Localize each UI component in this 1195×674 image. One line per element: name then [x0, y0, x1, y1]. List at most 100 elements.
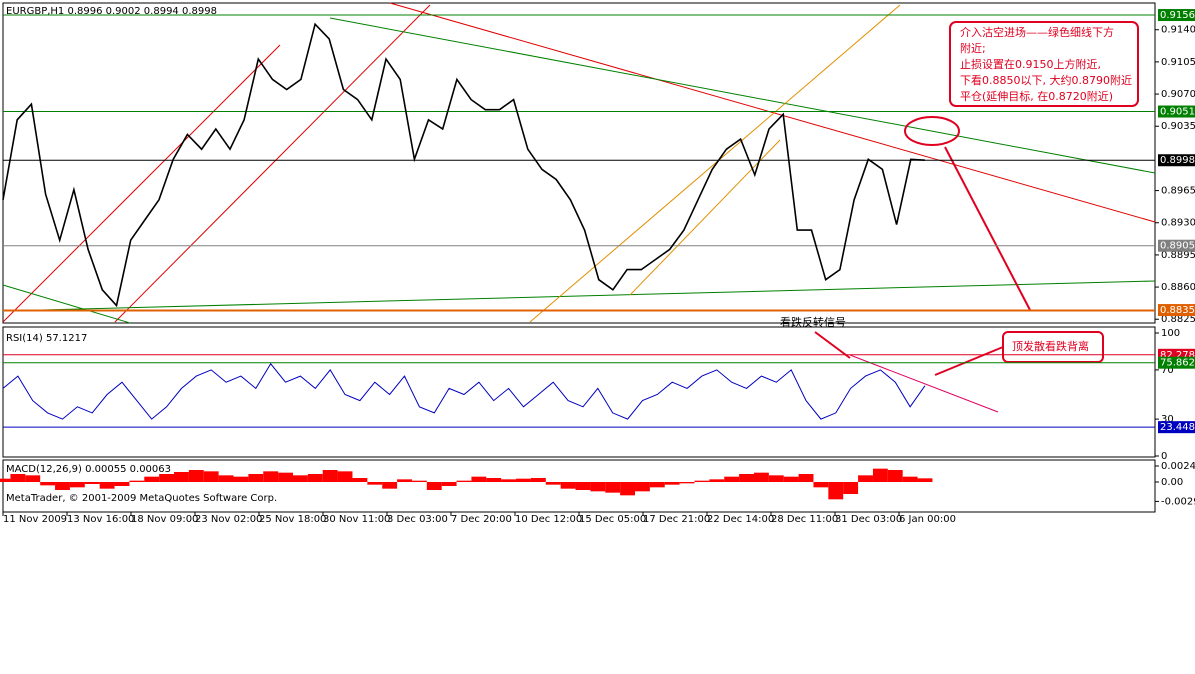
y-tick-label: 0.8930 [1161, 218, 1195, 229]
arrow [944, 146, 1031, 311]
x-tick-label: 23 Nov 02:00 [195, 514, 262, 525]
bar [397, 479, 412, 482]
bar [872, 468, 888, 482]
level-label: 82.2785 [1160, 350, 1195, 361]
bar [367, 482, 383, 485]
bar [724, 476, 740, 482]
arrow [814, 331, 851, 359]
y-tick-label: 0.8965 [1161, 186, 1195, 197]
symbol-header: EURGBP,H1 0.8996 0.9002 0.8994 0.8998 [6, 6, 217, 17]
bar [694, 480, 710, 482]
bar [664, 482, 680, 485]
bar [813, 482, 829, 488]
level-label: 0.8905 [1160, 241, 1195, 252]
bar [263, 471, 279, 482]
bar [858, 475, 873, 482]
bar [382, 482, 398, 489]
x-tick-label: 11 Nov 2009 [3, 514, 67, 525]
y-tick-label: 30 [1161, 414, 1174, 425]
bar [55, 482, 70, 490]
bar [441, 482, 457, 486]
bar [40, 482, 56, 486]
bar [84, 482, 100, 484]
divergence-note: 顶发散看跌背离 [1012, 339, 1089, 353]
bar [471, 476, 487, 482]
bar [575, 482, 591, 490]
level-label: 0.9051 [1160, 107, 1195, 118]
x-tick-label: 3 Dec 03:00 [387, 514, 448, 525]
level-badge [1158, 356, 1195, 369]
y-tick-label: 0.9140 [1161, 25, 1195, 36]
bar [0, 478, 11, 482]
bar [545, 482, 561, 485]
level-badge [1158, 239, 1195, 252]
level-label: 75.8621 [1160, 358, 1195, 369]
highlight-ellipse [904, 116, 960, 146]
x-tick-label: 13 Nov 16:00 [67, 514, 134, 525]
bar [292, 475, 308, 482]
note-line: 下看0.8850以下, 大约0.8790附近 [960, 73, 1132, 87]
bar [352, 478, 368, 482]
bar [560, 482, 576, 489]
x-tick-label: 30 Nov 11:00 [323, 514, 390, 525]
bar [843, 482, 859, 494]
bar [798, 474, 814, 482]
series-line [2, 362, 926, 420]
y-tick-label: 100 [1161, 328, 1180, 339]
series-line [2, 22, 926, 308]
bar [605, 482, 621, 493]
bar [887, 470, 903, 482]
bar [486, 478, 502, 482]
y-tick-label: 0 [1161, 451, 1167, 462]
bar [233, 476, 249, 482]
price-panel [2, 2, 1156, 324]
bar [174, 472, 189, 482]
y-tick-label: 0.8860 [1161, 282, 1195, 293]
y-tick-label: 0.8825 [1161, 314, 1195, 325]
bar [25, 475, 41, 482]
bar [516, 478, 531, 482]
bar [114, 482, 130, 486]
bar [753, 472, 769, 482]
bar [411, 480, 427, 482]
y-tick-label: -0.00291 [1161, 496, 1195, 507]
note-line: 止损设置在0.9150上方附近, [960, 57, 1101, 71]
bar [144, 476, 160, 482]
bar [635, 482, 650, 492]
bar [828, 482, 844, 500]
x-tick-label: 31 Dec 03:00 [835, 514, 902, 525]
level-badge [1158, 304, 1195, 317]
x-tick-label: 15 Dec 05:00 [579, 514, 646, 525]
x-tick-label: 17 Dec 21:00 [643, 514, 710, 525]
x-tick-label: 10 Dec 12:00 [515, 514, 582, 525]
bar [322, 470, 338, 482]
bar [188, 470, 204, 482]
level-badge [1158, 421, 1195, 434]
note-line: 介入沽空进场——绿色细线下方 [960, 25, 1114, 39]
bar [501, 479, 517, 482]
bar [783, 476, 799, 482]
y-tick-label: 70 [1161, 365, 1174, 376]
rsi-title: RSI(14) 57.1217 [6, 333, 87, 344]
bar [649, 482, 665, 488]
note-box [949, 21, 1139, 107]
bar [426, 482, 442, 490]
level-label: 0.9156 [1160, 10, 1195, 21]
level-badge [1158, 9, 1195, 22]
bar [709, 479, 725, 482]
bar [278, 472, 293, 482]
bar [456, 480, 472, 482]
bar [902, 476, 918, 482]
level-label: 0.8835 [1160, 305, 1195, 316]
macd-title: MACD(12,26,9) 0.00055 0.00063 [6, 464, 171, 475]
signal-note: 看跌反转信号 [780, 315, 846, 329]
note-line: 附近; [960, 41, 986, 55]
x-tick-label: 7 Dec 20:00 [451, 514, 512, 525]
y-tick-label: 0.9105 [1161, 57, 1195, 68]
bar [917, 478, 933, 482]
bar [620, 482, 636, 496]
bar [679, 482, 695, 484]
bar [203, 471, 219, 482]
